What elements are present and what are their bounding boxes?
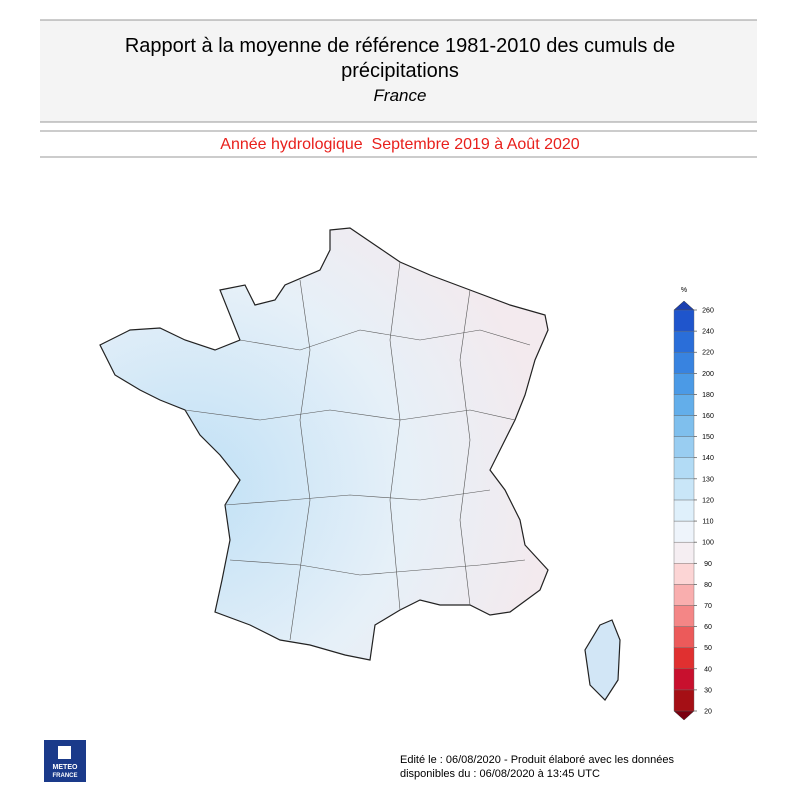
legend-swatch [673, 647, 695, 669]
legend-swatch [673, 584, 695, 606]
legend-tick-label: 260 [702, 308, 714, 315]
legend-tick-label: 20 [704, 709, 712, 716]
legend-unit: % [681, 287, 687, 294]
legend: % 20 30 40 50 60 70 80 90 100 110 120 130 140 150 160 1… [673, 287, 714, 721]
title: précipitations [341, 60, 459, 82]
legend-swatch [673, 415, 695, 437]
legend-swatch [673, 478, 695, 501]
legend-tick-label: 60 [704, 624, 712, 631]
legend-arrow-bottom [673, 710, 695, 721]
period: Année hydrologique Septembre 2019 à Août… [220, 136, 579, 153]
legend-tick-label: 240 [702, 329, 714, 336]
legend-tick-label: 200 [702, 371, 714, 378]
legend-swatch [673, 541, 695, 564]
legend-tick-label: 140 [702, 455, 714, 462]
legend-swatch [673, 457, 695, 480]
legend-tick-label: 80 [704, 582, 712, 589]
legend-swatch [673, 352, 695, 374]
logo-icon [58, 746, 71, 759]
legend-tick-label: 130 [702, 476, 714, 483]
legend-tick-label: 90 [704, 561, 712, 568]
logo-text: METEO [53, 764, 78, 771]
header-box [40, 20, 757, 122]
legend-swatch [673, 520, 695, 543]
region: France [374, 86, 427, 105]
legend-tick-label: 30 [704, 687, 712, 694]
france-map [99, 227, 549, 661]
legend-tick-label: 40 [704, 666, 712, 673]
legend-swatch [673, 373, 695, 395]
legend-swatch [673, 563, 695, 585]
legend-swatch [673, 330, 695, 353]
footer-text: disponibles du : 06/08/2020 à 13:45 UTC [400, 768, 600, 780]
legend-tick-label: 150 [702, 434, 714, 441]
legend-tick-label: 180 [702, 392, 714, 399]
legend-tick-label: 160 [702, 413, 714, 420]
legend-swatch [673, 626, 695, 648]
corsica-map [584, 619, 621, 701]
legend-tick-label: 220 [702, 350, 714, 357]
legend-swatch [673, 689, 695, 712]
logo: METEO FRANCE [44, 740, 86, 782]
legend-tick-label: 120 [702, 497, 714, 504]
footer-text: Edité le : 06/08/2020 - Produit élaboré … [400, 754, 674, 766]
legend-tick-label: 50 [704, 645, 712, 652]
legend-swatch [673, 605, 695, 627]
legend-swatch [673, 499, 695, 522]
legend-swatch [673, 668, 695, 691]
legend-arrow-top [673, 300, 695, 311]
legend-tick-label: 100 [702, 540, 714, 547]
legend-tick-label: 110 [702, 519, 713, 526]
legend-tick-label: 70 [704, 603, 712, 610]
department-borders [184, 261, 531, 641]
legend-swatch [673, 436, 695, 458]
title: Rapport à la moyenne de référence 1981-2… [125, 35, 675, 57]
logo-text: FRANCE [53, 773, 78, 779]
legend-swatch [673, 309, 695, 332]
legend-swatch [673, 394, 695, 416]
